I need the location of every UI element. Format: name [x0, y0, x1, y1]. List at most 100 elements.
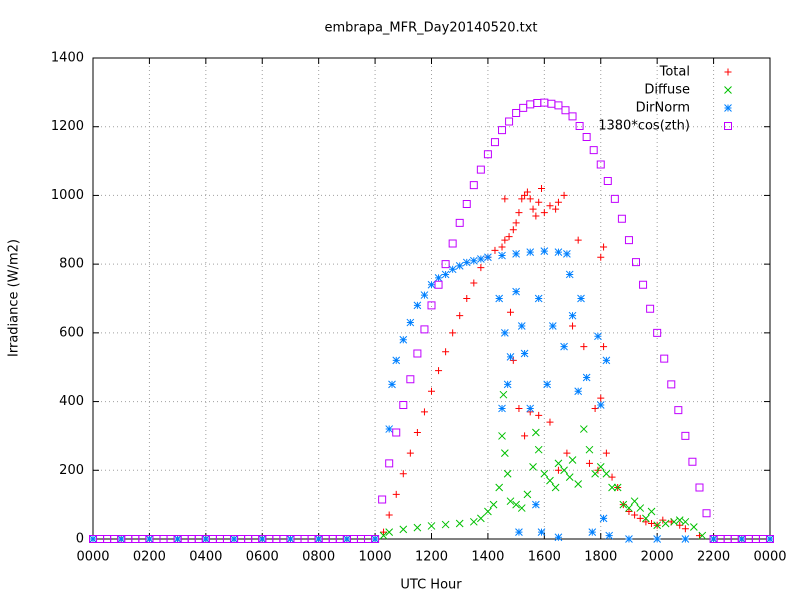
data-point	[560, 342, 568, 351]
data-point	[512, 287, 520, 296]
data-point	[631, 511, 639, 519]
data-point	[596, 462, 605, 471]
data-point	[602, 469, 611, 478]
data-point	[602, 356, 611, 365]
data-point	[145, 535, 154, 543]
data-point	[406, 318, 415, 327]
data-point	[441, 520, 450, 529]
chart-title: embrapa_MFR_Day20140520.txt	[324, 21, 537, 36]
data-point	[647, 507, 656, 516]
data-point	[385, 511, 393, 519]
data-point	[639, 280, 648, 289]
data-point	[681, 535, 690, 543]
data-point	[630, 497, 639, 506]
legend-marker	[724, 86, 732, 94]
data-point	[378, 495, 387, 504]
data-point	[173, 535, 182, 543]
data-point	[477, 255, 485, 263]
data-point	[483, 150, 492, 159]
data-point	[505, 233, 513, 241]
data-point	[568, 311, 577, 320]
data-point	[498, 432, 506, 440]
data-point	[117, 535, 126, 543]
data-point	[574, 387, 583, 396]
y-tick-label: 1200	[51, 119, 84, 134]
data-point	[582, 373, 591, 382]
data-point	[653, 521, 662, 530]
data-point	[574, 480, 583, 488]
data-point	[314, 535, 323, 543]
data-point	[625, 504, 633, 512]
data-point	[709, 535, 718, 543]
data-point	[563, 449, 571, 457]
data-point	[594, 332, 602, 341]
data-point	[484, 253, 492, 262]
data-point	[498, 404, 506, 413]
data-point	[434, 280, 443, 289]
data-point	[399, 335, 408, 344]
data-point	[515, 528, 523, 536]
data-point	[546, 418, 554, 426]
data-point	[484, 507, 492, 516]
data-point	[503, 469, 512, 478]
data-point	[688, 457, 697, 466]
data-point	[546, 476, 554, 485]
x-axis-label: UTC Hour	[400, 578, 462, 593]
x-tick-label: 0400	[189, 550, 222, 565]
data-point	[343, 535, 351, 543]
data-point	[579, 425, 588, 433]
data-point	[448, 239, 457, 248]
data-point	[201, 535, 210, 543]
data-point	[230, 535, 238, 543]
data-point	[470, 279, 478, 287]
data-point	[667, 380, 676, 389]
data-point	[477, 264, 485, 272]
data-point	[420, 408, 428, 416]
data-point	[585, 459, 593, 467]
data-point	[455, 519, 464, 528]
data-point	[519, 103, 528, 112]
data-point	[529, 205, 537, 213]
data-point	[526, 248, 535, 256]
y-tick-label: 200	[59, 463, 84, 478]
legend-marker	[724, 122, 732, 130]
data-point	[613, 483, 622, 492]
data-point	[552, 205, 560, 213]
data-point	[469, 517, 478, 526]
data-point	[441, 260, 450, 269]
data-point	[600, 243, 608, 251]
data-point	[517, 504, 526, 512]
data-point	[591, 469, 599, 478]
data-point	[506, 353, 515, 361]
data-point	[617, 214, 626, 223]
legend-marker	[724, 104, 732, 112]
data-point	[597, 394, 605, 402]
data-point	[568, 112, 577, 121]
data-point	[681, 431, 690, 440]
legend-label: DirNorm	[636, 101, 690, 116]
data-point	[434, 274, 443, 282]
data-point	[491, 246, 499, 254]
data-point	[499, 390, 508, 399]
data-point	[435, 367, 443, 375]
data-point	[619, 500, 628, 509]
data-point	[512, 219, 520, 227]
data-point	[399, 525, 408, 534]
data-point	[689, 523, 698, 531]
data-point	[448, 265, 457, 274]
data-point	[575, 122, 584, 131]
data-point	[660, 354, 669, 363]
data-point	[420, 325, 429, 334]
data-point	[554, 248, 563, 256]
data-point	[469, 256, 478, 265]
data-point	[392, 490, 400, 498]
x-tick-label: 1200	[415, 550, 448, 565]
data-point	[501, 195, 509, 203]
x-tick-label: 0000	[76, 550, 109, 565]
data-point	[563, 249, 571, 258]
data-point	[371, 535, 380, 543]
legend-label: 1380*cos(zth)	[598, 119, 690, 134]
data-point	[653, 535, 662, 543]
data-point	[532, 500, 540, 509]
